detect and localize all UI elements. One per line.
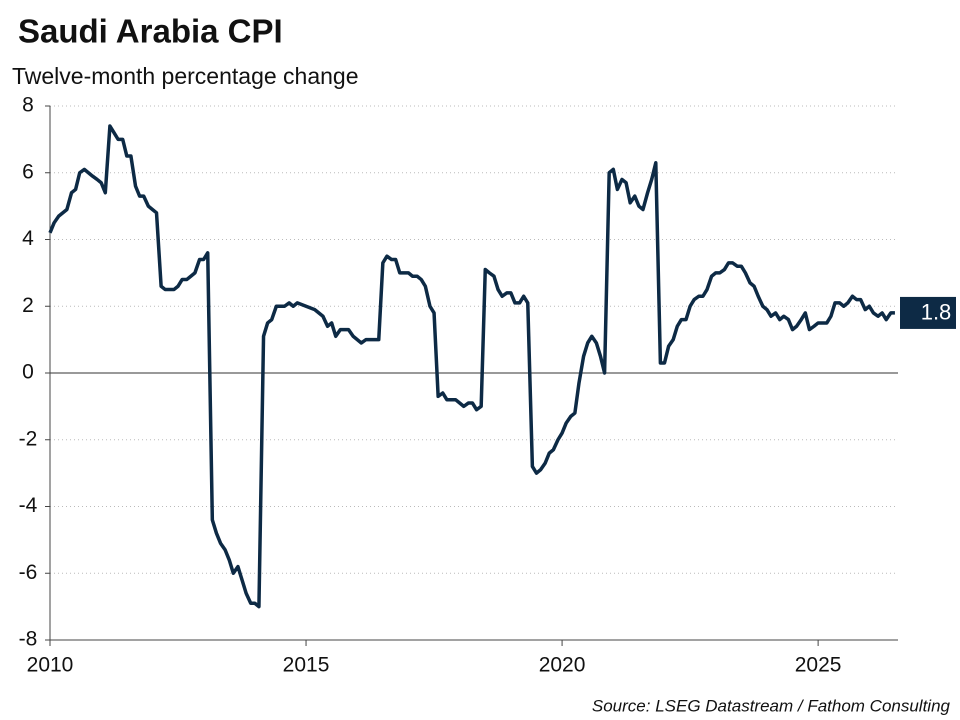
y-tick-label: -2 xyxy=(19,427,38,450)
chart-title: Saudi Arabia CPI xyxy=(18,13,283,50)
y-tick-label: -6 xyxy=(19,561,38,584)
chart-subtitle: Twelve-month percentage change xyxy=(12,63,359,89)
source-note: Source: LSEG Datastream / Fathom Consult… xyxy=(592,696,951,715)
y-tick-label: -8 xyxy=(19,628,38,651)
y-tick-label: 0 xyxy=(22,361,34,384)
y-tick-label: 2 xyxy=(22,294,34,317)
last-value-box xyxy=(900,296,956,329)
y-tick-label: -4 xyxy=(19,494,38,517)
y-tick-label: 8 xyxy=(22,94,34,117)
last-value-label: 1.8 xyxy=(921,300,952,325)
x-tick-label: 2020 xyxy=(539,654,586,677)
y-tick-label: 6 xyxy=(22,160,34,183)
y-tick-label: 4 xyxy=(22,227,34,250)
x-tick-label: 2010 xyxy=(27,654,74,677)
x-tick-label: 2025 xyxy=(795,654,842,677)
x-tick-label: 2015 xyxy=(283,654,330,677)
cpi-line xyxy=(48,124,895,609)
